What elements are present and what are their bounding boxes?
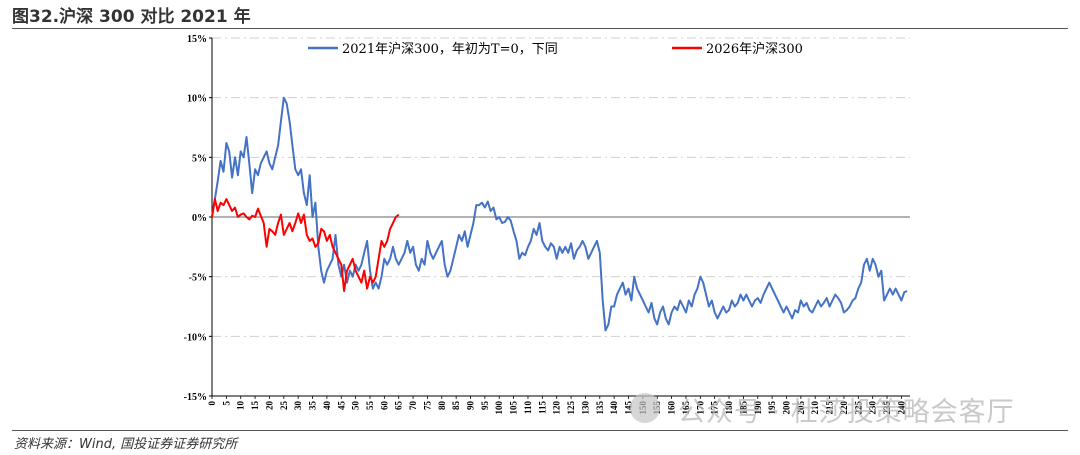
- x-tick-label: 200: [781, 401, 791, 415]
- x-tick-label: 25: [279, 401, 289, 411]
- x-tick-label: 125: [566, 401, 576, 415]
- x-tick-label: 75: [422, 401, 432, 411]
- x-tick-label: 120: [552, 401, 562, 415]
- y-tick-label: 5%: [192, 153, 207, 164]
- y-tick-label: 15%: [187, 34, 207, 45]
- x-tick-label: 90: [466, 401, 476, 411]
- x-tick-label: 170: [695, 401, 705, 415]
- x-tick-label: 180: [724, 401, 734, 415]
- figure-title: 图32.沪深 300 对比 2021 年: [12, 7, 251, 27]
- axes: [209, 37, 910, 399]
- x-tick-label: 15: [250, 401, 260, 411]
- x-tick-label: 110: [523, 401, 533, 415]
- x-tick-label: 80: [437, 401, 447, 411]
- x-tick-label: 30: [293, 401, 303, 411]
- x-tick-label: 0: [207, 401, 217, 406]
- x-tick-label: 165: [681, 401, 691, 415]
- x-tick-label: 240: [896, 401, 906, 415]
- x-tick-label: 95: [480, 401, 490, 411]
- x-tick-label: 60: [379, 401, 389, 411]
- x-tick-label: 115: [537, 401, 547, 415]
- legend: 2021年沪深300，年初为T=0，下同 2026年沪深300: [308, 41, 803, 57]
- x-tick-label: 5: [221, 401, 231, 406]
- x-tick-label: 215: [825, 401, 835, 415]
- x-tick-label: 10: [236, 401, 246, 411]
- x-tick-label: 45: [336, 401, 346, 411]
- x-tick-label: 40: [322, 401, 332, 411]
- watermark: 公众号 · 杜莎投策略会客厅: [677, 397, 1015, 428]
- y-tick-label: -15%: [184, 392, 207, 403]
- x-tick-label: 190: [753, 401, 763, 415]
- x-tick-label: 20: [264, 401, 274, 411]
- x-tick-label: 220: [839, 401, 849, 415]
- x-tick-label: 135: [595, 401, 605, 415]
- series-line-2026: [211, 198, 400, 292]
- x-tick-label: 205: [796, 401, 806, 415]
- legend-label: 2021年沪深300，年初为T=0，下同: [342, 41, 558, 57]
- x-tick-label: 145: [624, 401, 634, 415]
- line-chart: 15% 10% 5% 0% -5% -10% -15% 0 5 10 15 20 25 30 35 40 45…: [184, 34, 910, 415]
- series-lines: [211, 96, 908, 332]
- source-note: 资料来源：Wind, 国投证券证券研究所: [14, 437, 238, 452]
- y-tick-label: -5%: [189, 273, 207, 284]
- grid-lines: [212, 37, 910, 337]
- bottom-rule: [12, 430, 1068, 431]
- y-tick-label: 10%: [187, 94, 207, 105]
- legend-label: 2026年沪深300: [706, 41, 803, 57]
- x-tick-label: 195: [767, 401, 777, 415]
- x-tick-label: 55: [365, 401, 375, 411]
- watermark-logo-icon: [630, 393, 660, 423]
- x-tick-label: 230: [868, 401, 878, 415]
- x-tick-label: 185: [738, 401, 748, 415]
- x-tick-label: 105: [509, 401, 519, 415]
- x-tick-label: 235: [882, 401, 892, 415]
- x-tick-label: 70: [408, 401, 418, 411]
- x-tick-label: 85: [451, 401, 461, 411]
- x-tick-label: 210: [810, 401, 820, 415]
- top-rule: [12, 28, 1068, 29]
- x-tick-label: 225: [853, 401, 863, 415]
- y-tick-label: -10%: [184, 332, 207, 343]
- x-tick-label: 35: [308, 401, 318, 411]
- x-tick-label: 100: [494, 401, 504, 415]
- x-tick-label: 50: [351, 401, 361, 411]
- y-tick-label: 0%: [192, 213, 207, 224]
- x-tick-label: 130: [580, 401, 590, 415]
- x-tick-label: 160: [667, 401, 677, 415]
- x-tick-label: 65: [394, 401, 404, 411]
- x-tick-label: 140: [609, 401, 619, 415]
- y-tick-labels: 15% 10% 5% 0% -5% -10% -15%: [184, 34, 207, 403]
- series-line-2021: [211, 96, 908, 332]
- x-tick-label: 175: [710, 401, 720, 415]
